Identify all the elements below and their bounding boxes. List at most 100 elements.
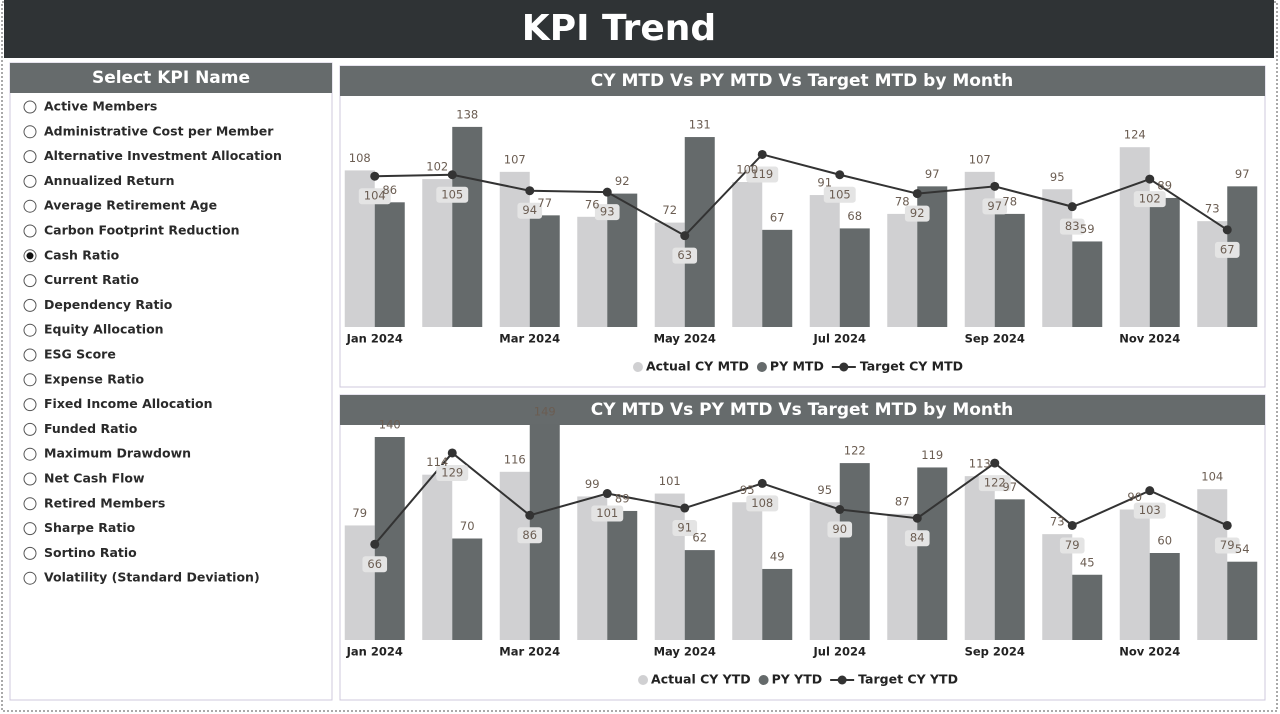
slicer-item-label[interactable]: Net Cash Flow: [44, 471, 145, 486]
bar: [344, 525, 375, 640]
slicer-item-label[interactable]: Current Ratio: [44, 272, 139, 287]
radio-button[interactable]: [23, 522, 37, 536]
target-label: 122: [984, 476, 1006, 490]
radio-button[interactable]: [23, 398, 37, 412]
target-line: [374, 153, 1228, 237]
radio-button[interactable]: [23, 174, 37, 188]
slicer-title: Select KPI Name: [92, 68, 250, 88]
slicer-item[interactable]: Administrative Cost per Member: [23, 123, 274, 139]
bar-label: 100: [736, 163, 758, 177]
radio-button[interactable]: [23, 472, 37, 486]
slicer-item[interactable]: Average Retirement Age: [23, 198, 217, 213]
slicer-item-label[interactable]: Annualized Return: [44, 173, 174, 188]
target-label-box: [827, 521, 853, 538]
radio-button[interactable]: [23, 274, 37, 288]
slicer-item[interactable]: Funded Ratio: [23, 421, 138, 436]
slicer-item-label[interactable]: Fixed Income Allocation: [44, 396, 213, 411]
slicer-item[interactable]: Net Cash Flow: [23, 471, 145, 486]
bar-label: 95: [1050, 170, 1065, 184]
slicer-item[interactable]: Carbon Footprint Reduction: [23, 223, 239, 238]
slicer-item[interactable]: Current Ratio: [23, 272, 139, 288]
slicer-item[interactable]: Fixed Income Allocation: [23, 396, 213, 412]
slicer-item-label[interactable]: Expense Ratio: [44, 371, 145, 386]
radio-button[interactable]: [23, 373, 37, 387]
slicer-item-label[interactable]: Sortino Ratio: [44, 545, 137, 560]
slicer-item[interactable]: Expense Ratio: [23, 371, 145, 387]
target-label: 102: [1139, 192, 1161, 206]
legend-marker: [638, 675, 649, 685]
slicer-item-label[interactable]: Dependency Ratio: [44, 297, 173, 312]
slicer-item-label[interactable]: Retired Members: [44, 495, 165, 510]
legend-item[interactable]: Target CY YTD: [830, 672, 958, 687]
slicer-item-label[interactable]: Cash Ratio: [44, 247, 120, 262]
target-label: 119: [751, 167, 773, 181]
legend-item[interactable]: PY MTD: [756, 359, 824, 374]
legend-item[interactable]: PY YTD: [758, 672, 823, 687]
legend: Actual CY YTD PY YTD Target CY YTD: [638, 672, 958, 687]
slicer-item-label[interactable]: Administrative Cost per Member: [44, 123, 274, 138]
slicer-item-label[interactable]: Equity Allocation: [44, 322, 164, 337]
radio-button[interactable]: [23, 323, 37, 337]
slicer-item[interactable]: ESG Score: [23, 347, 116, 362]
bar-label: 87: [895, 494, 910, 508]
radio-button[interactable]: [23, 224, 37, 238]
slicer-item[interactable]: Cash Ratio: [23, 247, 120, 263]
radio-button[interactable]: [23, 422, 37, 436]
bar: [839, 463, 870, 640]
slicer-item-label[interactable]: Sharpe Ratio: [44, 520, 136, 535]
slicer-item[interactable]: Dependency Ratio: [23, 297, 173, 312]
slicer-item-label[interactable]: Active Members: [44, 99, 157, 114]
bar: [1149, 553, 1180, 640]
radio-button[interactable]: [23, 298, 37, 312]
bar: [839, 228, 870, 327]
slicer-item[interactable]: Retired Members: [23, 495, 165, 511]
target-label: 79: [1220, 538, 1235, 552]
radio-button[interactable]: [23, 497, 37, 511]
slicer-item-label[interactable]: Funded Ratio: [44, 421, 138, 436]
slicer-item-label[interactable]: ESG Score: [44, 347, 116, 362]
chart-panel: [339, 394, 1266, 701]
target-label-box: [591, 505, 624, 522]
bar-label: 101: [659, 474, 681, 488]
slicer-item-label[interactable]: Carbon Footprint Reduction: [44, 223, 239, 238]
slicer-item[interactable]: Sharpe Ratio: [23, 520, 136, 536]
radio-button[interactable]: [23, 199, 37, 213]
slicer-item-label[interactable]: Alternative Investment Allocation: [44, 148, 282, 163]
target-point: [447, 170, 457, 180]
target-label-box: [1059, 218, 1085, 235]
bar-label: 119: [921, 448, 943, 462]
slicer-item-label[interactable]: Volatility (Standard Deviation): [44, 570, 260, 585]
radio-button[interactable]: [23, 546, 37, 560]
radio-button[interactable]: [23, 150, 37, 164]
target-label: 67: [1220, 242, 1235, 256]
target-label: 90: [832, 522, 847, 536]
slicer-item[interactable]: Equity Allocation: [23, 322, 164, 337]
radio-button[interactable]: [23, 125, 37, 139]
chart-title: CY MTD Vs PY MTD Vs Target MTD by Month: [591, 71, 1014, 91]
radio-button[interactable]: [23, 100, 37, 114]
slicer-item[interactable]: Annualized Return: [23, 173, 174, 188]
radio-button[interactable]: [23, 447, 37, 461]
legend-item[interactable]: Target CY MTD: [831, 359, 963, 374]
target-label-box: [1214, 537, 1240, 554]
slicer-item[interactable]: Active Members: [23, 99, 157, 114]
legend-item[interactable]: Actual CY YTD: [638, 672, 751, 687]
slicer-item-label[interactable]: Maximum Drawdown: [44, 446, 191, 461]
target-point: [1222, 520, 1232, 530]
bar-label: 78: [895, 194, 910, 208]
slicer-item-label[interactable]: Average Retirement Age: [44, 198, 217, 213]
slicer-item[interactable]: Sortino Ratio: [23, 545, 137, 560]
bar: [654, 222, 685, 327]
legend-item[interactable]: Actual CY MTD: [632, 359, 749, 374]
bar: [1149, 197, 1180, 327]
slicer-item[interactable]: Maximum Drawdown: [23, 446, 191, 461]
x-tick-label: Mar 2024: [499, 332, 560, 346]
slicer-item[interactable]: Alternative Investment Allocation: [23, 148, 282, 164]
target-point: [602, 187, 612, 197]
radio-button[interactable]: [23, 571, 37, 585]
slicer-item[interactable]: Volatility (Standard Deviation): [23, 570, 260, 585]
bar-label: 54: [1235, 542, 1250, 556]
bar-label: 140: [379, 418, 401, 432]
radio-button[interactable]: [23, 348, 37, 362]
target-label-box: [904, 205, 930, 222]
